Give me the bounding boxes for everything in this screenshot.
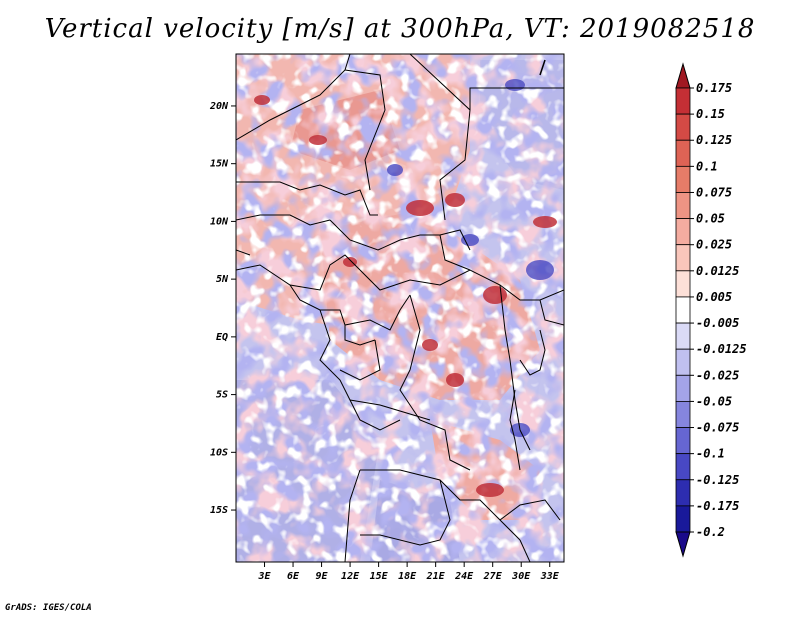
colorbar-label: 0.005 [696,290,732,304]
lon-tick-label: 3E [257,571,271,582]
colorbar-label: -0.075 [696,421,739,435]
colorbar-label: 0.075 [696,185,732,199]
velocity-field [236,54,564,562]
colorbar-label: 0.0125 [696,264,739,278]
colorbar-label: 0.175 [696,81,732,95]
colorbar-segment [675,113,691,141]
lon-tick-label: 15E [370,571,389,582]
lat-tick-label: EQ [216,332,228,343]
lat-tick-label: 15S [210,505,228,516]
colorbar-segment [675,270,691,298]
axis-ticks: 20N 15N 10N 5N EQ 5S 10S 15S 3E 6E 9E 12E 15E 18E 21E 2… [209,101,560,582]
lon-tick-label: 21E [426,571,446,582]
lon-tick-label: 9E [316,571,329,582]
lon-tick-label: 33E [540,571,560,582]
colorbar-label: 0.05 [696,212,725,226]
colorbar-segment [675,244,691,272]
colorbar-segment [675,348,691,376]
lon-tick-label: 24E [454,571,474,582]
colorbar-segment [675,401,691,428]
colorbar-segment [675,87,691,115]
lon-tick-label: 6E [287,571,300,582]
colorbar-segment [675,322,691,350]
colorbar-label: 0.125 [696,133,732,147]
grads-credit: GrADS: IGES/COLA [5,603,92,613]
lat-tick-label: 15N [210,159,229,170]
colorbar-label: -0.0125 [696,342,747,356]
colorbar-segment [675,505,691,533]
colorbar-segment [675,218,691,246]
country-borders [236,54,564,562]
lat-tick-label: 10N [210,216,229,227]
lat-tick-label: 5S [216,390,228,401]
colorbar-top-arrow [675,62,691,89]
colorbar-label: -0.1 [696,447,725,461]
colorbar-label: -0.175 [696,499,739,513]
colorbar-label: -0.2 [696,525,725,539]
map-frame [235,53,565,563]
colorbar-segment [675,296,691,324]
lon-tick-label: 12E [341,571,360,582]
colorbar-label: -0.005 [696,316,739,330]
colorbar-segment [675,453,691,481]
colorbar-bottom-arrow [675,531,691,558]
lon-tick-label: 18E [398,571,417,582]
lon-tick-label: 27E [483,571,503,582]
colorbar: 0.175 0.15 0.125 0.1 0.075 0.05 0.025 0.0125 0.0… [675,62,747,558]
colorbar-segment [675,479,691,507]
lon-tick-label: 30E [511,571,531,582]
colorbar-label: 0.15 [696,107,725,121]
colorbar-segment [675,427,691,455]
chart-title: Vertical velocity [m/s] at 300hPa, VT: 2… [44,14,756,44]
colorbar-label: -0.125 [696,473,739,487]
colorbar-segment [675,192,691,219]
colorbar-segment [675,374,691,402]
colorbar-label: -0.05 [696,394,732,408]
colorbar-segment [675,139,691,167]
lat-tick-label: 20N [209,101,229,112]
colorbar-label: 0.025 [696,238,732,252]
lat-tick-label: 10S [210,447,228,458]
lat-tick-label: 5N [216,274,229,285]
colorbar-label: -0.025 [696,368,739,382]
colorbar-segment [675,165,691,193]
colorbar-label: 0.1 [696,159,718,173]
